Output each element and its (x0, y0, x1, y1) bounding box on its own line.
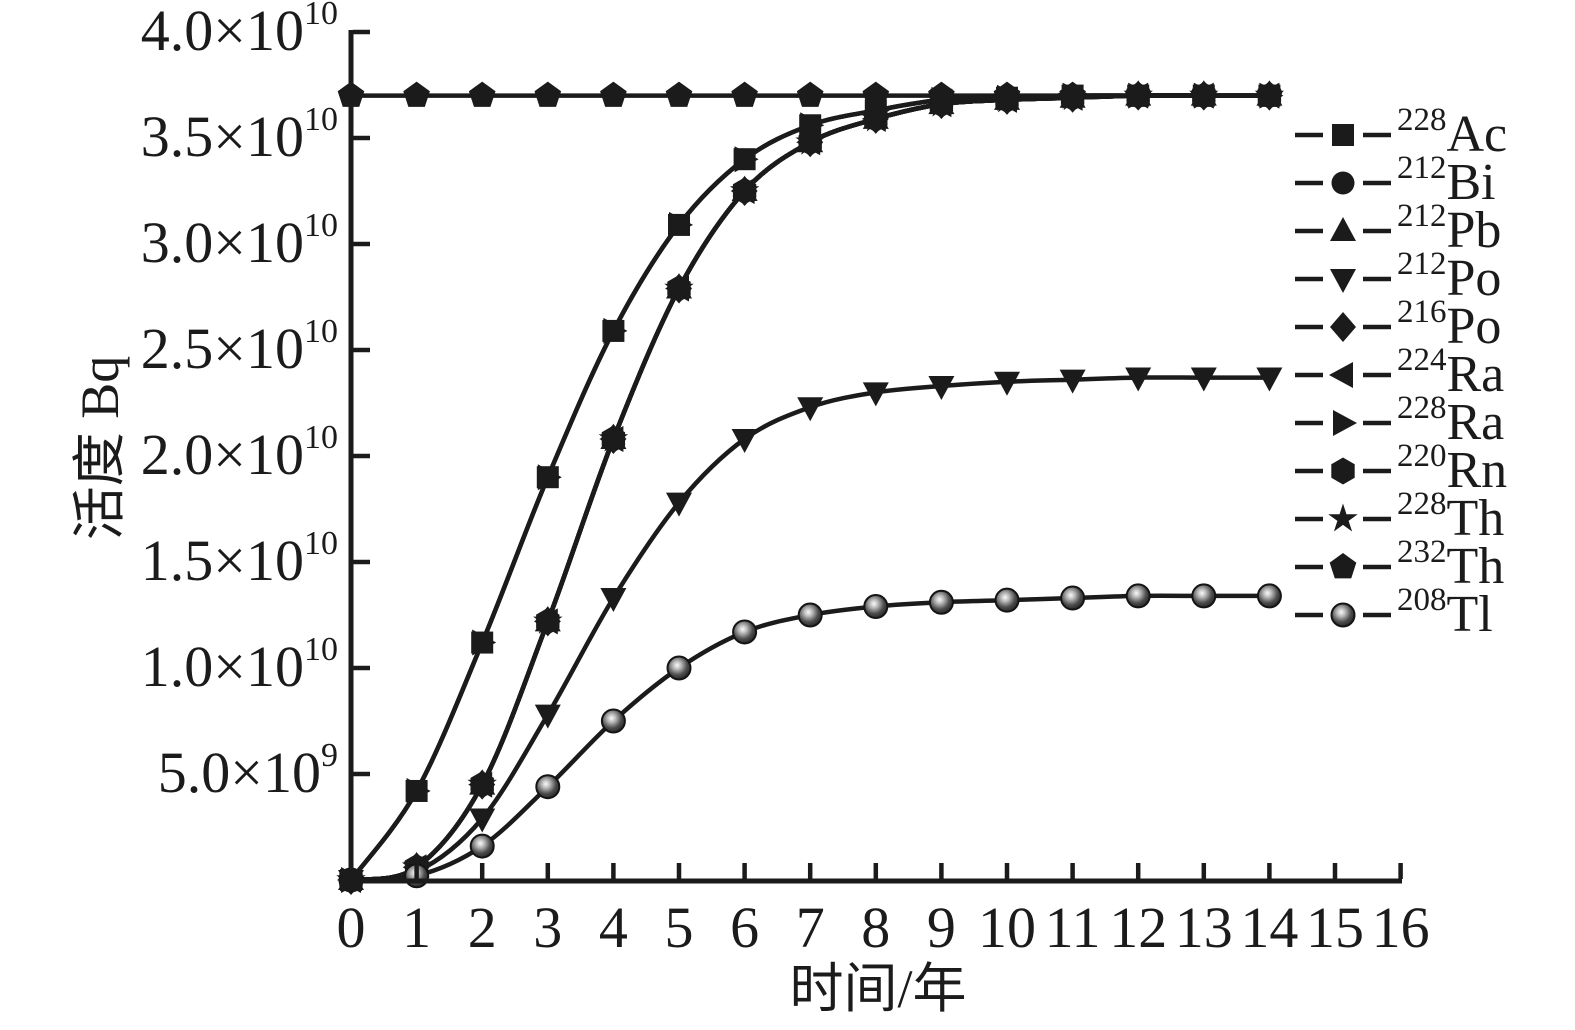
marker-star (533, 605, 563, 634)
marker-square (864, 99, 887, 122)
marker-triangle-down (600, 588, 627, 613)
series-line-212Pb (350, 93, 1270, 883)
x-tick-label: 8 (861, 895, 891, 960)
y-tick-label: 5.0×109 (157, 736, 338, 805)
marker-pentagon (403, 81, 430, 107)
x-tick-label: 13 (1174, 895, 1233, 960)
marker-triangle-down (534, 704, 561, 729)
marker-triangle-down (1256, 367, 1283, 392)
marker-sphere (600, 708, 626, 734)
marker-pentagon (796, 81, 824, 107)
marker-star (664, 273, 694, 302)
x-tick-label: 3 (533, 895, 563, 960)
marker-square (733, 148, 756, 171)
y-tick-label: 1.0×1010 (140, 630, 338, 699)
x-tick-label: 6 (730, 895, 760, 960)
x-tick-label: 14 (1240, 895, 1299, 960)
y-tick-label: 3.5×1010 (140, 100, 338, 169)
y-tick-label: 2.0×1010 (140, 418, 338, 487)
x-tick-label: 16 (1371, 895, 1430, 960)
marker-sphere (994, 587, 1020, 613)
marker-pentagon (468, 81, 496, 107)
x-axis-title: 时间/年 (789, 959, 967, 1019)
series-group (336, 80, 1285, 895)
marker-triangle-down (731, 429, 758, 454)
series-line-228Ra (349, 93, 1270, 882)
marker-sphere (535, 774, 561, 800)
marker-triangle-down (797, 397, 824, 422)
marker-square (1258, 84, 1281, 107)
x-tick-label: 4 (598, 895, 628, 960)
y-tick-label: 4.0×1010 (140, 0, 338, 63)
series-line-228Ac (349, 93, 1270, 882)
marker-square (1192, 84, 1215, 107)
marker-triangle-down (862, 382, 889, 407)
x-tick-label: 2 (467, 895, 497, 960)
y-tick-label: 2.5×1010 (140, 312, 338, 381)
marker-star (467, 769, 497, 798)
marker-sphere (1256, 583, 1282, 609)
marker-square (405, 779, 428, 802)
marker-sphere (469, 833, 495, 859)
series-line-212Bi (350, 93, 1270, 883)
x-tick-label: 5 (664, 895, 694, 960)
marker-star (795, 126, 825, 155)
x-tick-label: 15 (1306, 895, 1364, 960)
marker-sphere (1125, 583, 1151, 609)
y-axis-title: 活度 Bq (70, 355, 130, 541)
marker-square (799, 114, 822, 137)
marker-pentagon (600, 81, 627, 107)
marker-triangle-down (1190, 367, 1217, 392)
marker-pentagon (534, 81, 562, 107)
y-tick-label: 1.5×1010 (140, 524, 338, 593)
marker-sphere (863, 594, 889, 620)
marker-square (1061, 84, 1084, 107)
marker-square (1127, 84, 1150, 107)
marker-sphere (1060, 585, 1086, 611)
marker-triangle-down (994, 371, 1020, 396)
marker-square (471, 631, 494, 654)
marker-sphere (797, 602, 823, 628)
series-line-216Po (350, 93, 1270, 883)
marker-pentagon (731, 81, 758, 107)
series-line-212Po (350, 375, 1270, 883)
marker-star (598, 423, 629, 452)
marker-square (536, 466, 559, 489)
x-tick-label: 9 (926, 895, 956, 960)
marker-triangle-down (1059, 369, 1086, 394)
y-tick-label: 3.0×1010 (140, 206, 338, 275)
marker-square (602, 319, 625, 342)
y-axis-tick-labels: 5.0×109 1.0×1010 1.5×1010 2.0×1010 2.5×1010 3… (38, 0, 338, 1030)
marker-pentagon (665, 81, 693, 107)
marker-sphere (732, 619, 758, 645)
marker-sphere (666, 655, 692, 681)
x-tick-label: 11 (1044, 895, 1101, 960)
marker-sphere (1191, 583, 1217, 609)
marker-sphere (928, 589, 954, 615)
series-line-220Rn (350, 93, 1270, 883)
marker-star (729, 175, 760, 204)
x-tick-label: 1 (402, 895, 432, 960)
marker-triangle-down (1125, 367, 1152, 392)
x-tick-label: 12 (1109, 895, 1168, 960)
marker-square (930, 88, 953, 111)
x-tick-label: 10 (978, 895, 1036, 960)
marker-triangle-down (469, 808, 496, 833)
marker-square (668, 213, 690, 236)
marker-triangle-down (666, 492, 692, 517)
x-tick-label: 0 (336, 895, 366, 960)
marker-square (996, 86, 1018, 109)
marker-triangle-down (928, 376, 955, 401)
series-line-224Ra (350, 93, 1270, 883)
axes-group (348, 29, 1403, 884)
x-tick-label: 7 (795, 895, 825, 960)
series-line-228Th (350, 93, 1270, 883)
